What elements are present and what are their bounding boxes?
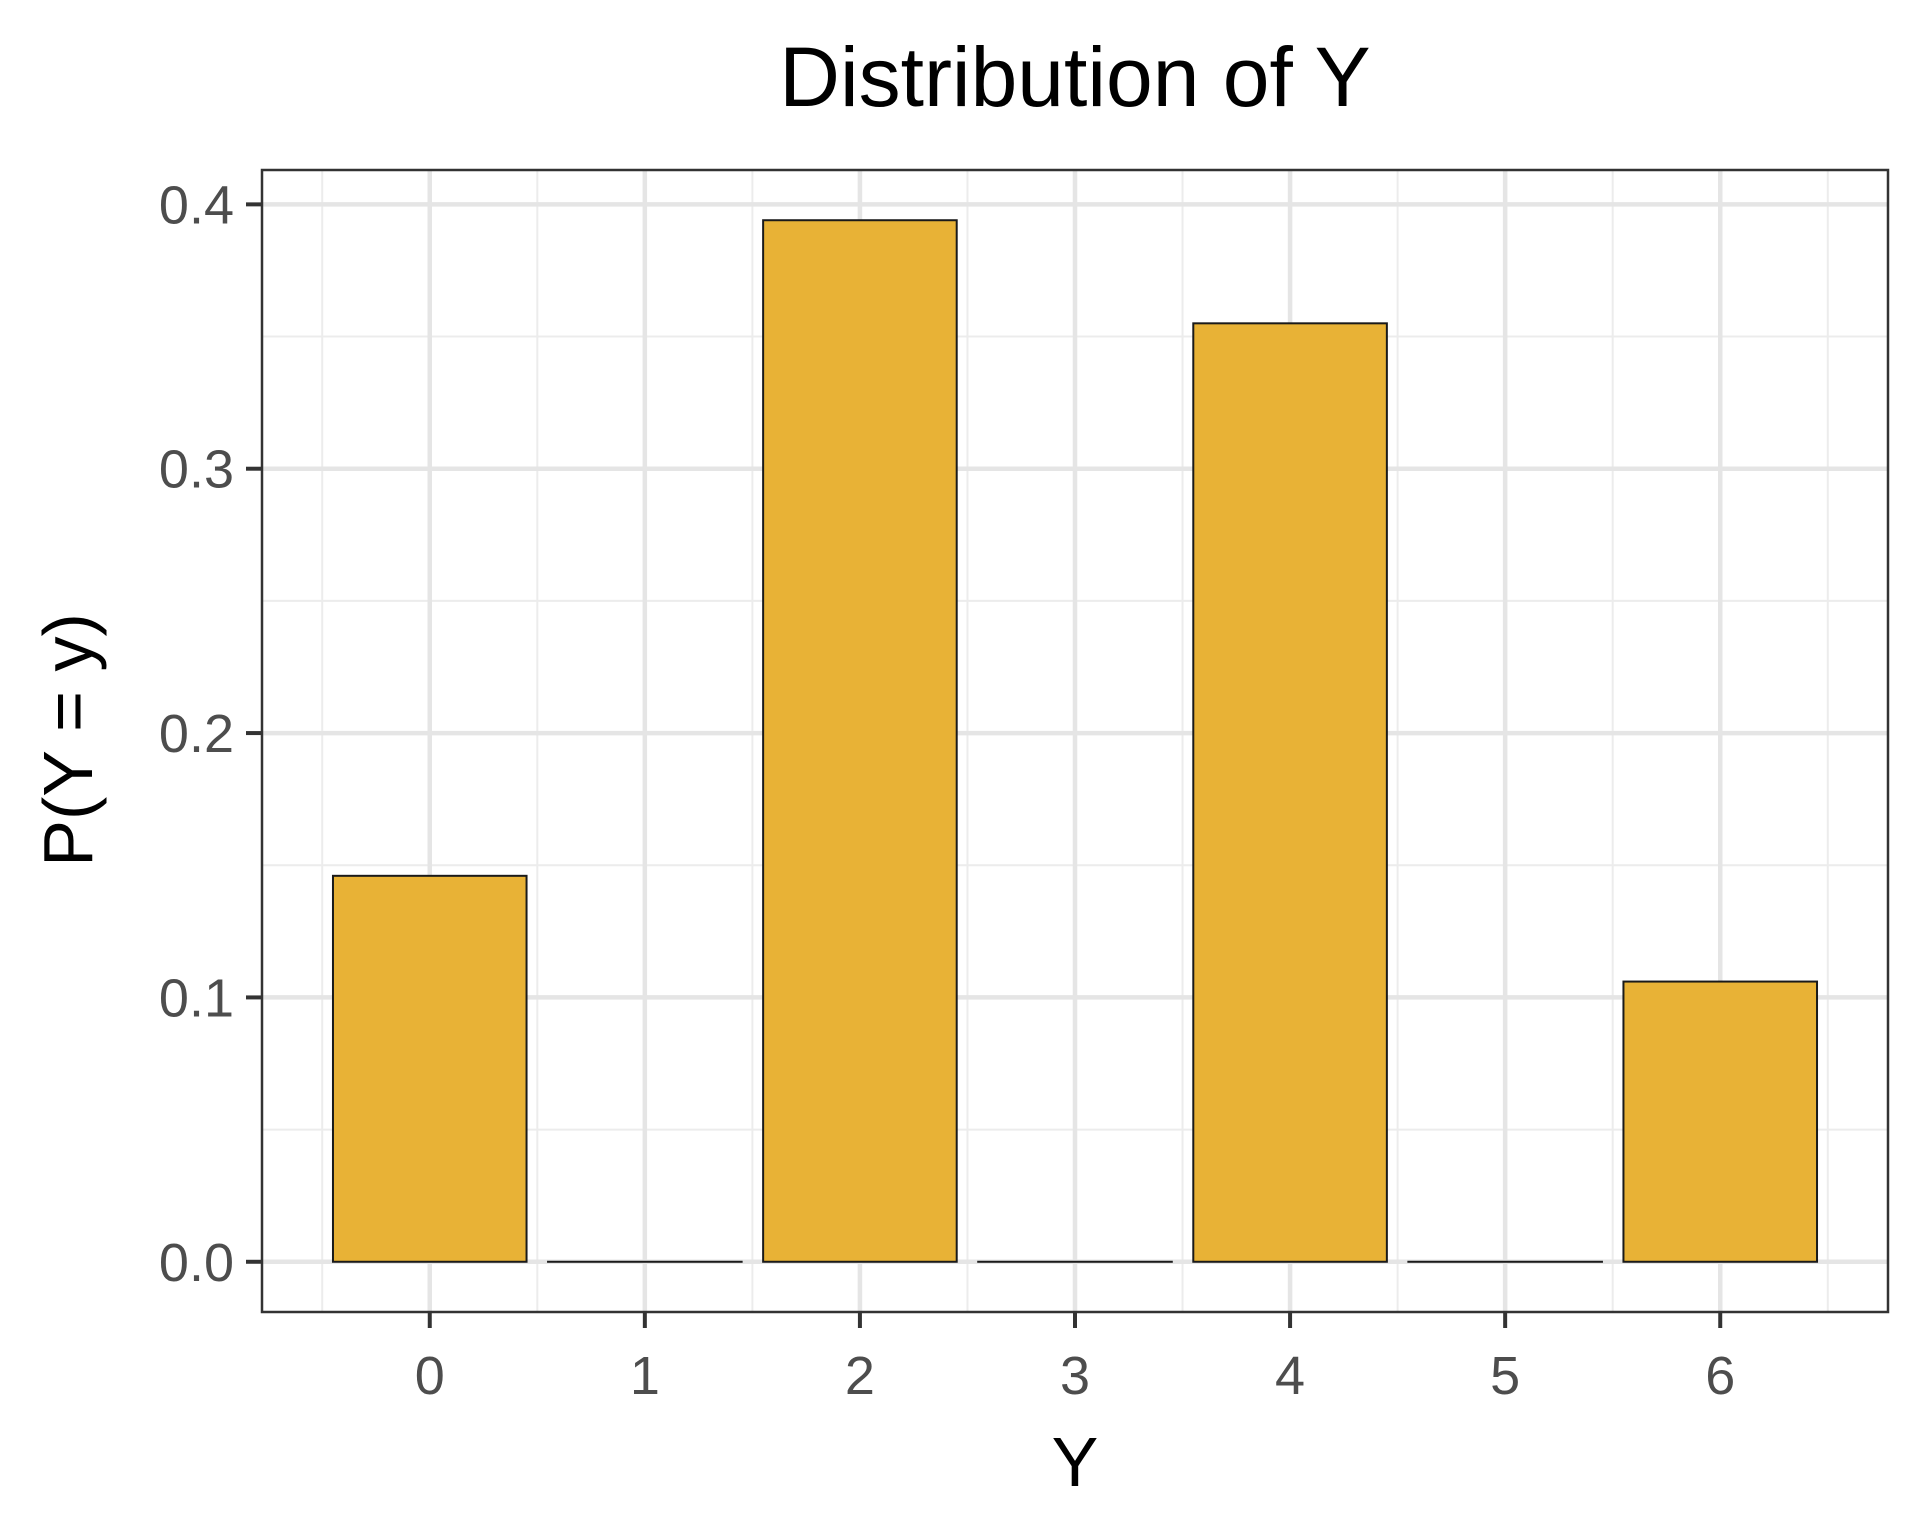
x-tick-label: 5 bbox=[1490, 1346, 1520, 1406]
y-tick-label: 0.2 bbox=[159, 704, 234, 764]
chart-title: Distribution of Y bbox=[779, 30, 1370, 124]
y-tick-label: 0.3 bbox=[159, 440, 234, 500]
y-tick-label: 0.1 bbox=[159, 968, 234, 1028]
x-tick-label: 0 bbox=[415, 1346, 445, 1406]
bar-0 bbox=[331, 874, 528, 1263]
bars-layer bbox=[331, 219, 1819, 1263]
ticks-layer: 0 1 2 3 4 5 6 0.0 0.1 0.2 0.3 0.4 bbox=[159, 175, 1735, 1406]
x-tick-label: 1 bbox=[630, 1346, 660, 1406]
grid-layer bbox=[262, 170, 1888, 1312]
x-tick-label: 6 bbox=[1705, 1346, 1735, 1406]
y-tick-label: 0.4 bbox=[159, 175, 234, 235]
bar-2 bbox=[762, 219, 958, 1263]
x-tick-label: 4 bbox=[1275, 1346, 1305, 1406]
bar-4 bbox=[1192, 322, 1388, 1263]
x-axis-title: Y bbox=[1052, 1423, 1099, 1501]
y-tick-label: 0.0 bbox=[159, 1233, 234, 1293]
bar-6 bbox=[1622, 980, 1819, 1263]
x-tick-label: 2 bbox=[845, 1346, 875, 1406]
x-tick-label: 3 bbox=[1060, 1346, 1090, 1406]
y-axis-title: P(Y = y) bbox=[29, 613, 107, 867]
